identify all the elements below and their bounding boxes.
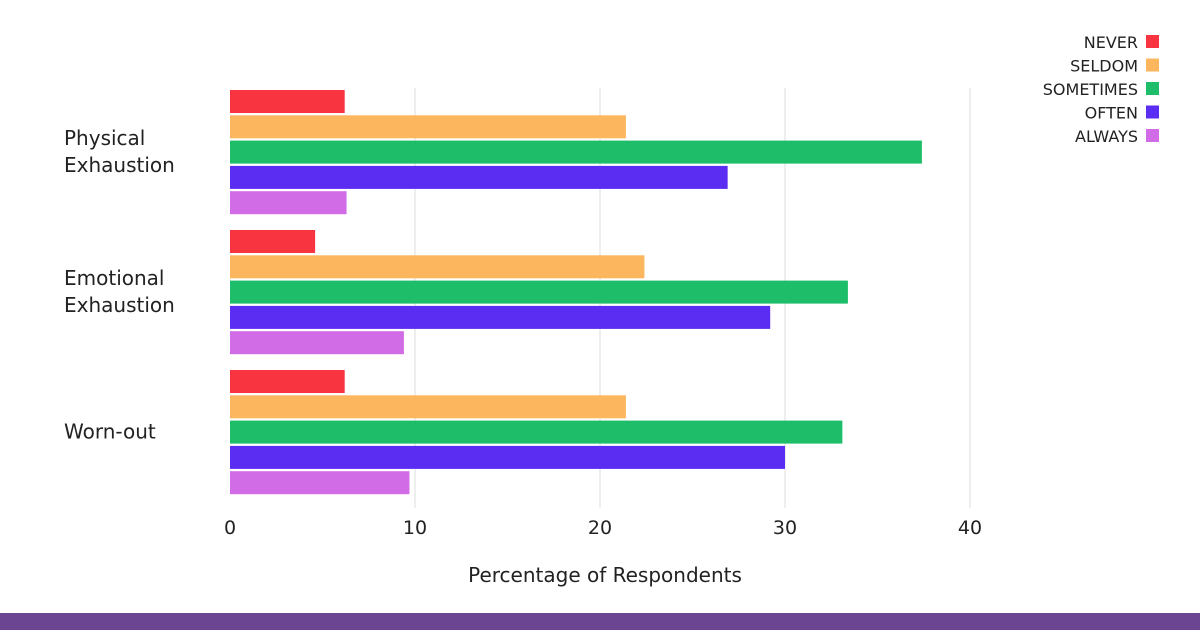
category-label: Physical Exhaustion: [64, 126, 175, 177]
category-label: Emotional Exhaustion: [64, 266, 175, 317]
x-tick-label: 0: [224, 517, 236, 539]
footer-bar: [0, 613, 1200, 630]
x-tick-label: 10: [403, 517, 427, 539]
legend-swatch: [1146, 35, 1159, 48]
bar-never: [230, 90, 345, 113]
bar-never: [230, 230, 316, 253]
legend-swatch: [1146, 58, 1159, 72]
bar-often: [230, 305, 771, 329]
bar-often: [230, 445, 785, 469]
bar-sometimes: [230, 420, 843, 444]
bar-sometimes: [230, 280, 848, 304]
legend: NEVER SELDOM SOMETIMES OFTEN ALWAYS: [1043, 33, 1159, 146]
category-label: Worn-out: [64, 419, 156, 443]
bar-always: [230, 191, 347, 215]
legend-label: ALWAYS: [1075, 127, 1138, 146]
legend-swatch: [1146, 105, 1159, 119]
legend-swatch: [1146, 129, 1159, 142]
category-labels: Physical Exhaustion Emotional Exhaustion Wor…: [64, 126, 175, 444]
x-tick-label: 20: [588, 517, 612, 539]
bar-seldom: [230, 395, 626, 419]
bar-always: [230, 331, 404, 355]
bar-sometimes: [230, 140, 922, 164]
x-axis-label: Percentage of Respondents: [468, 563, 742, 587]
bar-seldom: [230, 115, 626, 139]
legend-label: OFTEN: [1085, 104, 1138, 123]
legend-label: NEVER: [1084, 33, 1138, 52]
bar-never: [230, 370, 345, 393]
bar-always: [230, 471, 410, 495]
x-tick-label: 40: [958, 517, 982, 539]
x-tick-labels: 0 10 20 30 40: [224, 517, 982, 539]
bar-seldom: [230, 255, 645, 279]
legend-label: SOMETIMES: [1043, 80, 1138, 99]
x-tick-label: 30: [773, 517, 797, 539]
legend-label: SELDOM: [1070, 57, 1138, 76]
bar-often: [230, 165, 728, 189]
bars: [230, 90, 922, 495]
legend-swatch: [1146, 82, 1159, 95]
